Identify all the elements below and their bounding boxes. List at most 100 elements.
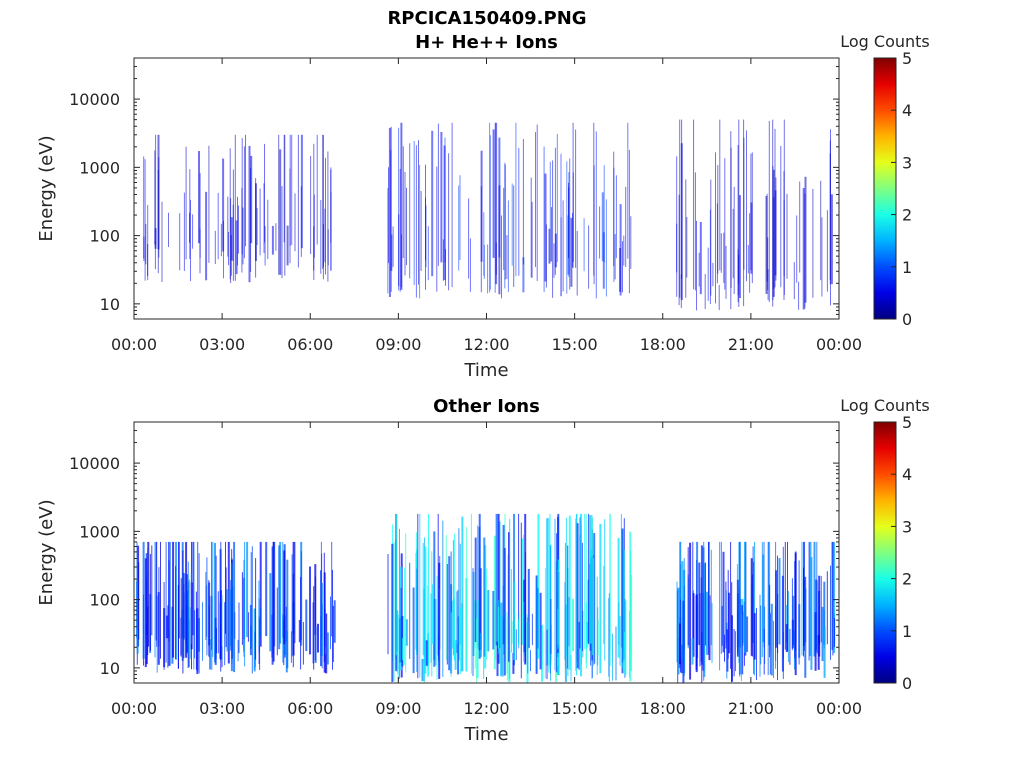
spectrogram-streak: [830, 565, 831, 660]
spectrogram-streak: [599, 206, 601, 259]
spectrogram-streak: [712, 262, 714, 287]
spectrogram-streak: [804, 176, 807, 303]
spectrogram-streak: [749, 213, 751, 293]
spectrogram-streak: [750, 153, 752, 271]
spectrogram-streak: [787, 591, 789, 663]
spectrogram-streak: [479, 632, 482, 658]
spectrogram-streak: [269, 573, 272, 652]
spectrogram-streak: [322, 134, 324, 280]
spectrogram-streak: [332, 605, 334, 662]
spectrogram-streak: [405, 619, 408, 646]
spectrogram-streak: [442, 520, 444, 677]
spectrogram-streak: [767, 269, 769, 301]
spectrogram-streak: [154, 228, 157, 249]
spectrogram-streak: [740, 614, 742, 681]
spectrogram-streak: [581, 542, 583, 651]
colorbar-tick-label: 0: [902, 674, 912, 693]
spectrogram-streak: [292, 541, 295, 656]
colorbar-tick-label: 3: [902, 153, 912, 172]
spectrogram-streak: [448, 153, 450, 291]
spectrogram-streak: [500, 615, 503, 677]
y-axis-label: Energy (eV): [36, 135, 57, 241]
spectrogram-streak: [259, 618, 261, 670]
spectrogram-streak: [720, 233, 722, 273]
spectrogram-streak: [214, 617, 217, 665]
spectrogram-streak: [151, 545, 153, 636]
spectrogram-streak: [503, 187, 505, 270]
spectrogram-streak: [233, 541, 236, 673]
spectrogram-streak: [445, 535, 447, 661]
spectrogram-streak: [708, 541, 710, 655]
spectrogram-streak: [691, 638, 694, 665]
spectrogram-streak: [543, 146, 545, 292]
spectrogram-streak: [332, 569, 333, 670]
spectrogram-streak: [397, 610, 399, 674]
spectrogram-streak: [536, 124, 538, 281]
spectrogram-streak: [583, 218, 585, 272]
spectrogram-streak: [570, 217, 573, 287]
spectrogram-streak: [798, 604, 801, 658]
x-tick-label: 06:00: [287, 699, 333, 718]
spectrogram-streak: [531, 613, 533, 646]
spectrogram-streak: [199, 173, 201, 258]
spectrogram-streak: [147, 205, 149, 281]
spectrogram-streak: [188, 579, 190, 634]
spectrogram-streak: [556, 133, 558, 262]
spectrogram-streak: [513, 185, 515, 287]
spectrogram-streak: [263, 183, 265, 253]
spectrogram-streak: [145, 223, 147, 265]
spectrogram-streak: [495, 513, 498, 646]
spectrogram-streak: [783, 171, 785, 300]
spectrogram-streak: [431, 584, 434, 645]
spectrogram-streak: [182, 550, 184, 674]
spectrogram-streak: [553, 243, 555, 278]
spectrogram-streak: [243, 146, 245, 259]
spectrogram-streak: [167, 605, 169, 668]
spectrogram-streak: [823, 626, 826, 678]
spectrogram-streak: [704, 273, 706, 310]
spectrogram-streak: [437, 123, 439, 266]
spectrogram-streak: [570, 654, 572, 682]
spectrogram-streak: [615, 626, 617, 681]
spectrogram-streak: [802, 188, 805, 310]
spectrogram-streak: [425, 205, 427, 268]
x-tick-label: 00:00: [816, 335, 862, 354]
spectrogram-streak: [454, 640, 457, 670]
spectrogram-streak: [402, 146, 404, 258]
spectrogram-streak: [815, 579, 818, 653]
spectrogram-streak: [405, 533, 407, 673]
spectrogram-streak: [477, 525, 479, 648]
spectrogram-streak: [291, 134, 293, 245]
spectrogram-streak: [192, 214, 194, 249]
spectrogram-streak: [227, 196, 229, 257]
spectrogram-streak: [243, 614, 244, 652]
spectrogram-streak: [427, 585, 429, 677]
spectrogram-streak: [818, 591, 821, 645]
spectrogram-streak: [507, 200, 509, 292]
spectrogram-streak: [548, 228, 551, 264]
spectrogram-streak: [826, 571, 828, 645]
spectrogram-streak: [309, 566, 311, 655]
spectrogram-streak: [680, 599, 681, 644]
colorbar-tick-label: 0: [902, 310, 912, 329]
spectrogram-streak: [232, 204, 234, 261]
spectrogram-streak: [820, 180, 822, 281]
spectrogram-streak: [579, 517, 581, 649]
spectrogram-streak: [507, 617, 509, 681]
spectrogram-streak: [147, 606, 149, 655]
x-axis-label: Time: [463, 724, 508, 745]
spectrogram-streak: [214, 542, 216, 663]
spectrogram-streak: [834, 618, 836, 648]
spectrogram-streak: [531, 201, 533, 278]
spectrogram-streak: [560, 153, 562, 296]
y-axis-label: Energy (eV): [36, 499, 57, 605]
spectrogram-streak: [196, 608, 199, 674]
spectrogram-streak: [314, 576, 316, 661]
spectrogram-streak: [535, 132, 536, 267]
spectrogram-streak: [753, 613, 756, 660]
spectrogram-streak: [625, 600, 627, 676]
spectrogram-streak: [830, 194, 833, 285]
spectrogram-streak: [450, 612, 452, 677]
spectrogram-streak: [780, 146, 782, 288]
spectrogram-streak: [180, 578, 182, 657]
